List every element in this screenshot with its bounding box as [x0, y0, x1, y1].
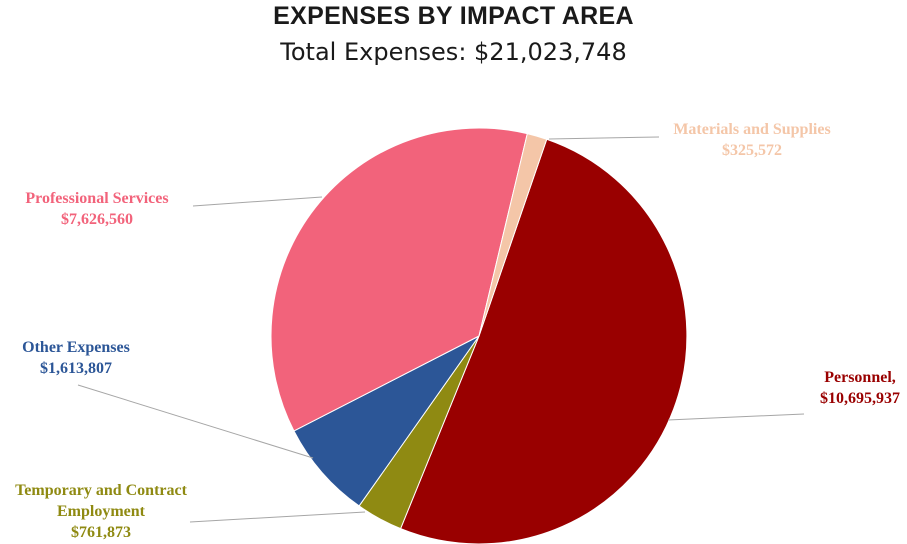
data-label-professional-services: Professional Services $7,626,560	[25, 190, 168, 228]
pie-slice-professional-services	[270, 127, 528, 432]
leader-line-personnel	[667, 413, 805, 421]
chart-title: EXPENSES BY IMPACT AREA	[273, 2, 634, 30]
pie-slice-materials-and-supplies	[478, 133, 548, 337]
chart-subtitle: Total Expenses: $21,023,748	[280, 38, 627, 66]
leader-line-materials-and-supplies	[548, 136, 660, 140]
pie-slices	[270, 127, 688, 544]
data-label-other-expenses: Other Expenses $1,613,807	[22, 339, 130, 377]
leader-line-other-expenses	[77, 384, 314, 459]
data-label-materials-and-supplies: Materials and Supplies $325,572	[673, 121, 830, 159]
leader-line-temporary-and-contract-employment	[189, 511, 366, 523]
pie-slice-personnel	[399, 138, 688, 544]
data-label-temporary-and-contract-employment: Temporary and Contract Employment $761,873	[15, 482, 188, 541]
data-label-personnel: Personnel, $10,695,937	[820, 369, 900, 407]
leader-line-professional-services	[192, 196, 323, 207]
pie-slice-other-expenses	[293, 335, 480, 507]
